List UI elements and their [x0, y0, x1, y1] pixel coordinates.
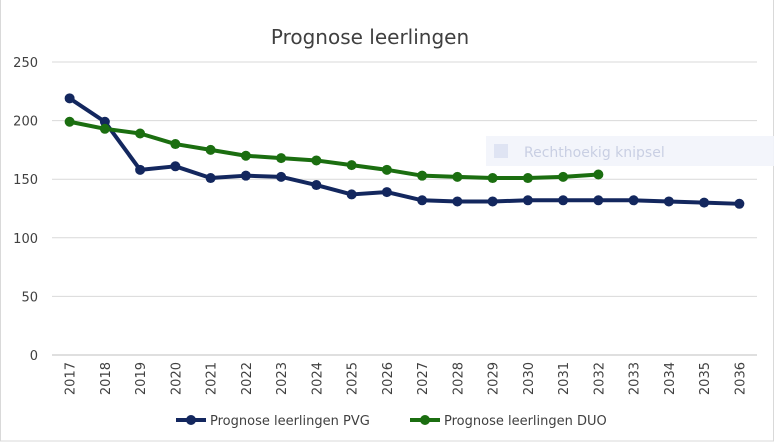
x-tick-label: 2024	[310, 362, 325, 395]
data-point-series-1	[346, 189, 357, 200]
data-point-series-1	[311, 180, 322, 191]
x-tick-label: 2029	[487, 362, 502, 395]
data-point-series-1	[522, 195, 533, 206]
x-axis-ticks: 2017 2018 2019 2020 2021 2022 2023 2024 2025 2026…	[64, 362, 749, 395]
legend-label: Prognose leerlingen DUO	[444, 414, 607, 429]
x-tick-label: 2021	[205, 362, 220, 395]
y-tick-label: 50	[21, 290, 38, 305]
legend-label: Prognose leerlingen PVG	[210, 414, 370, 429]
y-tick-label: 250	[13, 56, 38, 71]
data-point-series-2	[135, 128, 146, 139]
x-tick-label: 2028	[451, 362, 466, 395]
x-tick-label: 2027	[416, 362, 431, 395]
data-point-series-2	[64, 116, 75, 127]
y-tick-label: 100	[13, 232, 38, 247]
y-tick-label: 0	[30, 349, 38, 364]
data-point-series-2	[381, 164, 392, 175]
data-point-series-1	[734, 198, 745, 209]
data-point-series-2	[522, 173, 533, 184]
x-tick-label: 2026	[381, 362, 396, 395]
data-point-series-2	[205, 144, 216, 155]
data-point-series-1	[628, 195, 639, 206]
data-point-series-2	[487, 173, 498, 184]
data-point-series-1	[452, 196, 463, 207]
x-tick-label: 2035	[698, 362, 713, 395]
data-point-series-1	[381, 187, 392, 198]
x-tick-label: 2017	[64, 362, 79, 395]
data-point-series-2	[558, 171, 569, 182]
x-tick-label: 2023	[275, 362, 290, 395]
data-point-series-1	[558, 195, 569, 206]
data-point-series-1	[593, 195, 604, 206]
snip-overlay-box	[486, 136, 774, 166]
x-tick-label: 2022	[240, 362, 255, 395]
data-point-series-1	[99, 116, 110, 127]
data-point-series-1	[135, 164, 146, 175]
data-point-series-1	[64, 93, 75, 104]
series-lines	[64, 93, 745, 209]
data-point-series-1	[240, 170, 251, 181]
data-point-series-2	[346, 160, 357, 171]
series-line-1	[68, 96, 740, 206]
x-tick-label: 2025	[346, 362, 361, 395]
snip-overlay-label: Rechthoekig knipsel	[524, 145, 665, 161]
data-point-series-2	[311, 155, 322, 166]
chart-title: Prognose leerlingen	[271, 25, 469, 49]
gridlines	[52, 61, 757, 356]
data-point-series-2	[417, 170, 428, 181]
y-axis-ticks: 0 50 100 150 200 250	[13, 56, 38, 364]
data-point-series-2	[452, 171, 463, 182]
y-tick-label: 150	[13, 173, 38, 188]
legend-swatch-marker	[420, 415, 430, 425]
data-point-series-1	[205, 173, 216, 184]
data-point-series-2	[170, 139, 181, 150]
data-point-series-1	[487, 196, 498, 207]
data-point-series-1	[417, 195, 428, 206]
y-tick-label: 200	[13, 115, 38, 130]
data-point-series-1	[699, 197, 710, 208]
x-tick-label: 2019	[134, 362, 149, 395]
x-tick-label: 2030	[522, 362, 537, 395]
x-tick-label: 2034	[663, 362, 678, 395]
data-point-series-2	[99, 123, 110, 134]
x-tick-label: 2020	[169, 362, 184, 395]
snip-icon	[494, 144, 508, 158]
x-tick-label: 2018	[99, 362, 114, 395]
data-point-series-2	[593, 169, 604, 180]
data-point-series-1	[170, 161, 181, 172]
data-point-series-1	[276, 171, 287, 182]
data-point-series-2	[276, 153, 287, 164]
snip-overlay: Rechthoekig knipsel	[486, 136, 774, 166]
legend-swatch-marker	[186, 415, 196, 425]
x-tick-label: 2032	[592, 362, 607, 395]
x-tick-label: 2033	[628, 362, 643, 395]
x-tick-label: 2031	[557, 362, 572, 395]
data-point-series-2	[240, 150, 251, 161]
data-point-series-1	[663, 196, 674, 207]
series-line-2	[69, 119, 599, 181]
legend: Prognose leerlingen PVG Prognose leerling…	[176, 414, 607, 429]
x-tick-label: 2036	[733, 362, 748, 395]
